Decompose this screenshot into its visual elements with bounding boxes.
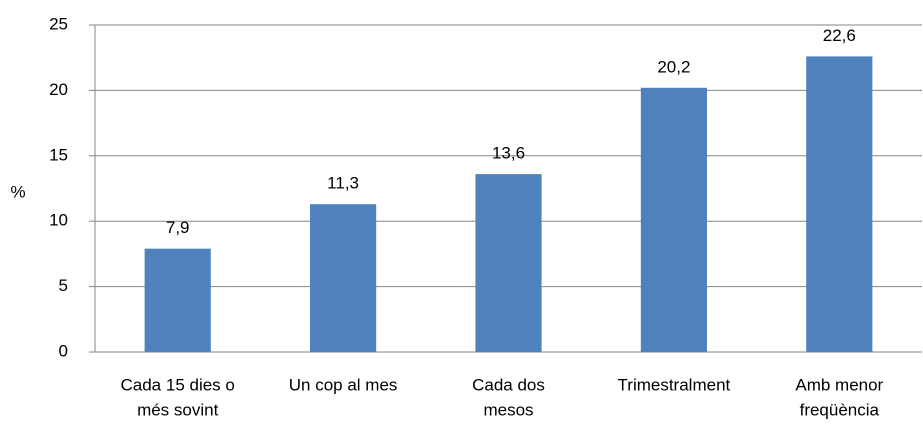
bar <box>640 87 707 352</box>
x-tick-label: Un cop al mes <box>289 375 398 394</box>
y-tick-label: 25 <box>49 14 68 33</box>
x-tick-label: Trimestralment <box>618 375 731 394</box>
y-axis-label: % <box>10 182 25 201</box>
y-tick-label: 20 <box>49 80 68 99</box>
x-tick-label: més sovint <box>137 400 219 419</box>
data-label: 11,3 <box>327 174 359 193</box>
x-tick-label: freqüència <box>800 400 880 419</box>
bar <box>806 56 873 352</box>
x-tick-label: Amb menor <box>795 375 883 394</box>
data-label: 20,2 <box>657 57 690 76</box>
y-tick-label: 15 <box>49 145 68 164</box>
data-label: 13,6 <box>492 144 525 163</box>
x-tick-label: Cada dos <box>472 375 545 394</box>
bar <box>475 174 542 352</box>
y-tick-label: 10 <box>49 211 68 230</box>
bar <box>144 248 211 352</box>
x-tick-label: Cada 15 dies o <box>121 375 235 394</box>
bar <box>310 204 377 352</box>
data-label: 22,6 <box>823 26 856 45</box>
y-tick-label: 0 <box>59 341 68 360</box>
x-tick-label: mesos <box>483 400 533 419</box>
y-tick-label: 5 <box>59 276 68 295</box>
data-label: 7,9 <box>166 218 190 237</box>
